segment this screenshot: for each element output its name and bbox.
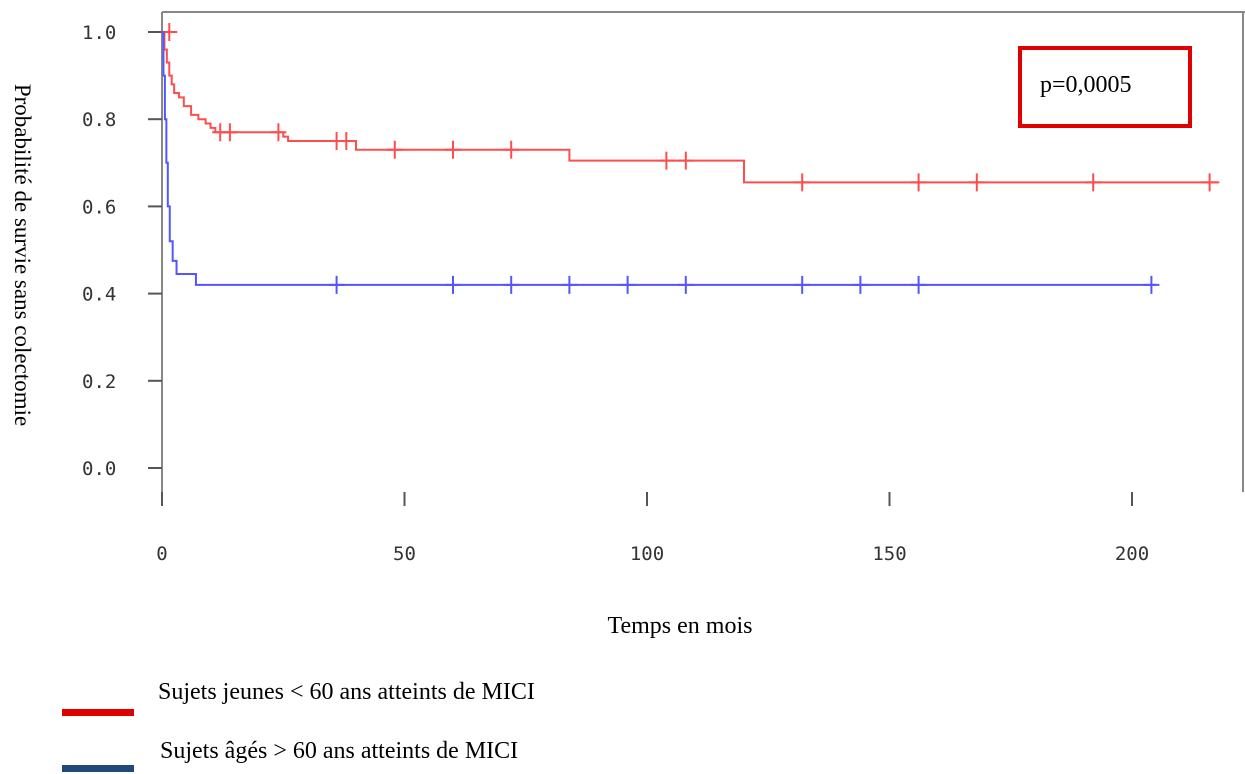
censor-mark-0: [968, 173, 985, 192]
y-tick-label: 0.2: [82, 371, 116, 393]
plot-frame: [161, 11, 1245, 492]
legend-label-young: Sujets jeunes < 60 ans atteints de MICI: [158, 679, 535, 705]
censor-mark-1: [852, 275, 869, 294]
legend-swatch-old: [62, 765, 134, 772]
censor-mark-0: [677, 151, 694, 170]
censor-mark-0: [1085, 173, 1102, 192]
legend-label-old: Sujets âgés > 60 ans atteints de MICI: [160, 738, 518, 764]
x-axis-title: Temps en mois: [608, 613, 753, 639]
censor-mark-0: [445, 140, 461, 159]
x-tick-label: 100: [630, 543, 664, 565]
legend: Sujets jeunes < 60 ans atteints de MICI …: [62, 679, 535, 772]
censor-mark-1: [619, 275, 636, 294]
censor-mark-0: [386, 140, 403, 159]
series-line-1: [162, 31, 1157, 286]
y-tick-label: 0.6: [82, 196, 116, 218]
censor-mark-1: [794, 275, 811, 294]
x-tick-label: 150: [872, 543, 906, 565]
censor-mark-0: [794, 173, 811, 192]
y-tick-label: 0.8: [82, 109, 116, 131]
x-axis-ticks: 0 50 100 150 200: [156, 492, 1149, 565]
legend-swatch-young: [62, 709, 134, 716]
censor-mark-1: [445, 275, 461, 294]
censor-mark-0: [1201, 173, 1218, 192]
series-line-0: [162, 31, 1220, 184]
censor-mark-0: [503, 140, 520, 159]
y-tick-label: 1.0: [82, 22, 116, 44]
y-axis-title: Probabilité de survie sans colectomie: [10, 84, 35, 426]
y-tick-label: 0.0: [82, 458, 116, 480]
series-layer: [161, 23, 1220, 294]
censor-mark-1: [910, 275, 927, 294]
y-tick-label: 0.4: [82, 284, 116, 306]
p-value-annotation: p=0,0005: [1040, 72, 1132, 98]
censor-mark-0: [270, 123, 287, 142]
censor-mark-1: [1143, 275, 1160, 294]
censor-mark-1: [677, 275, 694, 294]
censor-mark-0: [658, 151, 675, 170]
censor-mark-1: [561, 275, 578, 294]
censor-mark-0: [221, 123, 238, 142]
p-value-box: [1018, 46, 1192, 128]
censor-mark-1: [503, 275, 520, 294]
y-axis-ticks: 0.0 0.2 0.4 0.6 0.8 1.0: [82, 22, 162, 480]
x-tick-label: 0: [156, 543, 167, 565]
x-tick-label: 200: [1115, 543, 1149, 565]
x-tick-label: 50: [393, 543, 416, 565]
censor-mark-1: [328, 275, 345, 294]
censor-mark-0: [910, 173, 927, 192]
censor-mark-0: [338, 132, 355, 150]
